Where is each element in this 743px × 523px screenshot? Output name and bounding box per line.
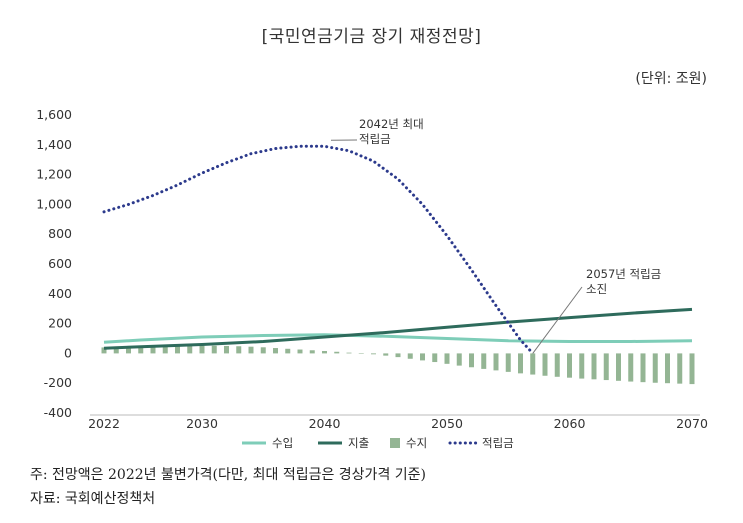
y-tick-label: 400 <box>48 286 72 301</box>
x-tick-label: 2050 <box>431 416 463 431</box>
legend-swatch <box>390 438 400 448</box>
balance-bar <box>567 353 572 378</box>
balance-bar <box>211 345 217 354</box>
annotation-peak-label: 2042년 최대 <box>359 117 424 131</box>
y-tick-label: 0 <box>64 345 72 360</box>
fund-line <box>102 144 535 355</box>
x-tick-label: 2040 <box>309 416 341 431</box>
balance-bar <box>456 353 462 366</box>
x-tick-label: 2030 <box>186 416 218 431</box>
source-note: 자료: 국회예산정책처 <box>30 491 156 507</box>
balance-bar <box>395 353 401 358</box>
annotation-peak-label: 적립금 <box>359 132 391 146</box>
unit-label: (단위: 조원) <box>635 71 707 87</box>
balance-bar <box>591 353 597 380</box>
y-tick-label: 1,000 <box>36 196 72 211</box>
balance-bar <box>285 348 291 354</box>
legend-label: 적립금 <box>482 436 514 450</box>
balance-bar <box>371 353 376 355</box>
legend-label: 지출 <box>348 436 369 450</box>
balance-bar <box>665 353 670 384</box>
x-tick-label: 2060 <box>554 416 586 431</box>
balance-bar <box>138 346 144 354</box>
balance-bar <box>224 345 229 354</box>
balance-bar <box>444 353 450 364</box>
balance-bar <box>407 353 413 359</box>
balance-bar <box>236 346 242 354</box>
balance-bar <box>689 353 695 385</box>
balance-bar <box>420 353 425 361</box>
y-tick-label: 200 <box>48 316 72 331</box>
income-line <box>103 333 693 344</box>
y-tick-label: -400 <box>44 405 72 420</box>
balance-bar <box>677 353 683 384</box>
balance-bar <box>346 352 352 354</box>
expenditure-line <box>103 307 693 350</box>
y-tick-label: 1,600 <box>36 107 72 122</box>
balance-bar <box>383 353 389 356</box>
annotation-depletion-label: 소진 <box>586 282 607 296</box>
balance-bar <box>126 346 131 354</box>
balance-bar <box>162 345 168 354</box>
balance-bar <box>150 346 156 354</box>
balance-bar <box>518 353 523 374</box>
balance-bar <box>187 345 193 354</box>
balance-bar <box>493 353 499 371</box>
balance-bar <box>273 348 278 354</box>
balance-bar <box>322 351 327 354</box>
y-tick-label: -200 <box>44 375 72 390</box>
balance-bar <box>603 353 609 381</box>
balance-bar <box>309 350 315 354</box>
legend-label: 수입 <box>272 436 293 450</box>
balance-bar <box>652 353 658 383</box>
balance-bar <box>248 346 254 354</box>
balance-bar <box>113 347 119 354</box>
balance-bar <box>334 351 340 354</box>
balance-bar <box>199 345 205 354</box>
balance-bar <box>432 353 438 363</box>
balance-bar <box>260 347 266 354</box>
y-tick-label: 600 <box>48 256 72 271</box>
legend-label: 수지 <box>406 436 427 450</box>
balance-bar <box>297 349 303 354</box>
balance-bar <box>542 353 548 376</box>
balance-bar <box>579 353 585 379</box>
balance-bar <box>640 353 646 383</box>
balance-bar <box>358 353 364 354</box>
x-tick-label: 2070 <box>676 416 708 431</box>
balance-bar <box>554 353 560 377</box>
balance-bar <box>616 353 621 381</box>
annotation-leader <box>532 286 583 354</box>
balance-bar <box>628 353 634 382</box>
y-tick-label: 1,400 <box>36 137 72 152</box>
balance-bar <box>530 353 536 375</box>
annotation-depletion-label: 2057년 적립금 <box>586 267 661 281</box>
balance-bar <box>175 345 180 354</box>
chart-title: [국민연금기금 장기 재정전망] <box>261 27 482 47</box>
balance-bar <box>101 347 107 354</box>
balance-bar <box>481 353 487 369</box>
balance-bar <box>469 353 474 368</box>
x-tick-label: 2022 <box>88 416 120 431</box>
footnote: 주: 전망액은 2022년 불변가격(다만, 최대 적립금은 경상가격 기준) <box>30 467 426 483</box>
y-tick-label: 1,200 <box>36 167 72 182</box>
y-tick-label: 800 <box>48 226 72 241</box>
balance-bar <box>505 353 511 372</box>
